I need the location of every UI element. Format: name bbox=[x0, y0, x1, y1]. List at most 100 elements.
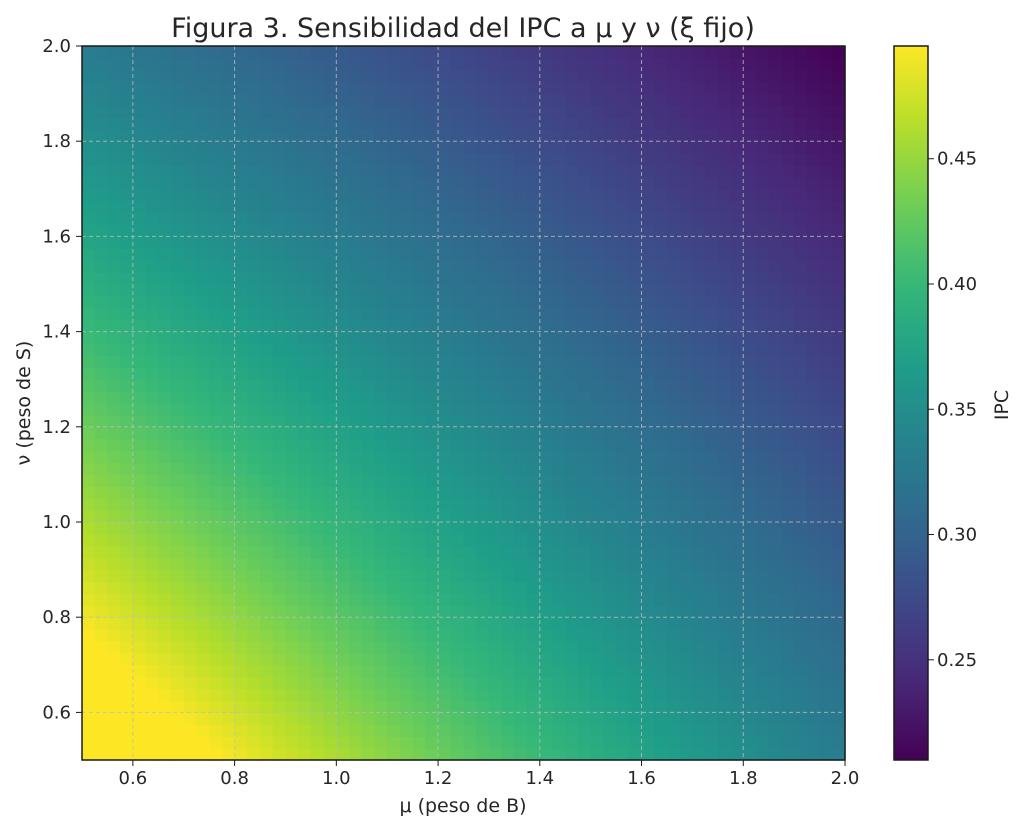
heatmap-cell bbox=[272, 307, 287, 321]
heatmap-cell bbox=[234, 81, 248, 95]
heatmap-cell bbox=[310, 510, 325, 523]
heatmap-cell bbox=[692, 105, 706, 118]
heatmap-cell bbox=[361, 533, 376, 547]
heatmap-cell bbox=[183, 426, 198, 440]
heatmap-cell bbox=[628, 403, 643, 416]
heatmap-cell bbox=[336, 117, 350, 130]
heatmap-cell bbox=[755, 652, 770, 666]
heatmap-cell bbox=[527, 581, 541, 594]
heatmap-cell bbox=[641, 414, 655, 428]
heatmap-cell bbox=[399, 533, 414, 547]
heatmap-cell bbox=[552, 105, 566, 118]
heatmap-cell bbox=[374, 414, 388, 428]
heatmap-cell bbox=[336, 236, 350, 249]
heatmap-cell bbox=[527, 712, 541, 725]
heatmap-cell bbox=[603, 200, 617, 214]
heatmap-cell bbox=[234, 688, 248, 702]
heatmap-cell bbox=[82, 617, 96, 630]
heatmap-cell bbox=[425, 724, 439, 737]
heatmap-cell bbox=[209, 617, 223, 630]
heatmap-cell bbox=[603, 736, 617, 749]
heatmap-cell bbox=[145, 46, 159, 59]
heatmap-cell bbox=[450, 117, 465, 130]
heatmap-cell bbox=[158, 712, 172, 725]
heatmap-cell bbox=[94, 200, 109, 214]
heatmap-cell bbox=[120, 510, 134, 523]
heatmap-cell bbox=[743, 736, 757, 749]
heatmap-cell bbox=[552, 331, 566, 345]
heatmap-cell bbox=[285, 260, 299, 273]
heatmap-cell bbox=[171, 248, 185, 261]
heatmap-cell bbox=[196, 355, 210, 368]
heatmap-cell bbox=[488, 165, 503, 178]
heatmap-cell bbox=[666, 129, 681, 142]
heatmap-cell bbox=[743, 188, 757, 202]
heatmap-cell bbox=[323, 403, 337, 416]
heatmap-cell bbox=[82, 593, 96, 606]
heatmap-cell bbox=[654, 426, 668, 440]
heatmap-cell bbox=[552, 676, 566, 690]
heatmap-cell bbox=[272, 581, 287, 594]
heatmap-cell bbox=[755, 176, 770, 190]
heatmap-cell bbox=[247, 676, 261, 690]
heatmap-cell bbox=[806, 153, 821, 166]
heatmap-cell bbox=[628, 176, 643, 190]
heatmap-cell bbox=[806, 617, 821, 630]
heatmap-cell bbox=[730, 391, 744, 404]
heatmap-cell bbox=[768, 581, 783, 594]
heatmap-cell bbox=[234, 391, 248, 404]
heatmap-cell bbox=[488, 295, 503, 309]
heatmap-cell bbox=[336, 141, 350, 154]
heatmap-cell bbox=[450, 224, 465, 237]
heatmap-cell bbox=[590, 474, 604, 487]
heatmap-cell bbox=[298, 188, 312, 202]
heatmap-cell bbox=[120, 426, 134, 440]
heatmap-cell bbox=[183, 188, 198, 202]
heatmap-cell bbox=[616, 486, 630, 499]
heatmap-cell bbox=[196, 272, 210, 285]
heatmap-cell bbox=[768, 260, 783, 273]
heatmap-cell bbox=[488, 486, 503, 499]
heatmap-cell bbox=[705, 391, 719, 404]
heatmap-cell bbox=[679, 593, 694, 606]
heatmap-cell bbox=[603, 379, 617, 392]
heatmap-cell bbox=[132, 46, 147, 59]
heatmap-cell bbox=[120, 200, 134, 214]
heatmap-cell bbox=[666, 724, 681, 737]
heatmap-cell bbox=[260, 295, 274, 309]
heatmap-cell bbox=[183, 57, 198, 71]
heatmap-cell bbox=[476, 617, 490, 630]
heatmap-cell bbox=[590, 676, 604, 690]
heatmap-cell bbox=[755, 355, 770, 368]
heatmap-cell bbox=[730, 545, 744, 559]
x-tick-label: 0.6 bbox=[119, 768, 148, 789]
heatmap-cell bbox=[743, 629, 757, 642]
heatmap-cell bbox=[755, 69, 770, 83]
heatmap-cell bbox=[616, 331, 630, 345]
heatmap-cell bbox=[387, 700, 401, 713]
heatmap-cell bbox=[158, 284, 172, 297]
heatmap-cell bbox=[692, 700, 706, 713]
heatmap-cell bbox=[285, 367, 299, 380]
heatmap-cell bbox=[349, 450, 363, 464]
heatmap-cell bbox=[755, 605, 770, 618]
heatmap-cell bbox=[209, 331, 223, 345]
heatmap-cell bbox=[514, 593, 528, 606]
heatmap-cell bbox=[692, 676, 706, 690]
heatmap-cell bbox=[94, 224, 109, 237]
heatmap-cell bbox=[234, 569, 248, 583]
heatmap-cell bbox=[107, 284, 121, 297]
heatmap-cell bbox=[832, 498, 846, 511]
heatmap-cell bbox=[488, 57, 503, 71]
heatmap-cell bbox=[260, 200, 274, 214]
heatmap-cell bbox=[209, 295, 223, 309]
heatmap-cell bbox=[196, 438, 210, 452]
heatmap-cell bbox=[247, 129, 261, 142]
heatmap-cell bbox=[145, 426, 159, 440]
heatmap-cell bbox=[654, 522, 668, 535]
heatmap-cell bbox=[577, 355, 592, 368]
heatmap-cell bbox=[552, 295, 566, 309]
heatmap-cell bbox=[654, 462, 668, 475]
heatmap-cell bbox=[679, 307, 694, 321]
heatmap-cell bbox=[768, 224, 783, 237]
